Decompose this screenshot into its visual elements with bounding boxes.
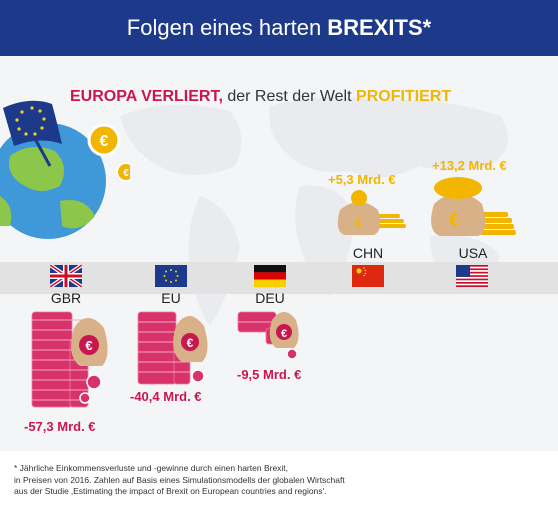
usa-label: USA bbox=[458, 245, 488, 261]
svg-text:€: € bbox=[85, 338, 92, 353]
chn-money-bag-icon: € bbox=[337, 190, 406, 235]
chn-value: +5,3 Mrd. € bbox=[328, 172, 396, 187]
deu-coin-stack-icon: € bbox=[237, 311, 299, 360]
deu-value: -9,5 Mrd. € bbox=[237, 367, 302, 382]
eu-flag-icon bbox=[3, 100, 62, 167]
svg-text:€: € bbox=[100, 133, 109, 150]
subtitle-gain: PROFITIERT bbox=[356, 88, 452, 105]
subtitle-middle: der Rest der Welt bbox=[227, 88, 352, 105]
chn-label: CHN bbox=[352, 245, 384, 261]
germany-flag-icon bbox=[254, 265, 286, 287]
footnote-line-3: aus der Studie ‚Estimating the impact of… bbox=[14, 486, 327, 496]
globe-icon bbox=[0, 123, 106, 239]
gbr-coin-stack-icon: € bbox=[31, 311, 108, 408]
subtitle: EUROPA VERLIERT, der Rest der Welt PROFI… bbox=[70, 88, 451, 106]
gbr-label: GBR bbox=[50, 290, 82, 306]
deu-label: DEU bbox=[255, 290, 285, 306]
euro-coin-icon: € € bbox=[87, 123, 130, 182]
svg-text:€: € bbox=[449, 210, 459, 230]
eu-flag-small-icon bbox=[155, 265, 187, 287]
usa-flag-icon bbox=[456, 265, 488, 287]
footnote-line-2: in Preisen von 2016. Zahlen auf Basis ei… bbox=[14, 474, 345, 485]
eu-value: -40,4 Mrd. € bbox=[130, 389, 202, 404]
footnote-line-1: * Jährliche Einkommensverluste und -gewi… bbox=[14, 463, 289, 473]
svg-text:€: € bbox=[123, 168, 129, 179]
usa-value: +13,2 Mrd. € bbox=[432, 158, 507, 173]
page-header: Folgen eines harten BREXITS* bbox=[0, 0, 558, 56]
gbr-value: -57,3 Mrd. € bbox=[24, 419, 96, 434]
globe-illustration: € € bbox=[0, 100, 130, 239]
svg-text:€: € bbox=[281, 328, 287, 340]
eu-coin-stack-icon: € bbox=[137, 311, 208, 385]
svg-text:€: € bbox=[187, 336, 194, 350]
footnote: * Jährliche Einkommensverluste und -gewi… bbox=[0, 451, 558, 513]
eu-label: EU bbox=[161, 290, 181, 306]
usa-money-bag-icon: € bbox=[431, 177, 516, 236]
footnote-text: * Jährliche Einkommensverluste und -gewi… bbox=[14, 463, 534, 498]
subtitle-loss: EUROPA VERLIERT, bbox=[70, 88, 223, 105]
header-title-regular: Folgen eines harten bbox=[126, 15, 322, 40]
svg-text:€: € bbox=[355, 215, 363, 231]
header-title-bold: BREXITS* bbox=[327, 15, 432, 40]
uk-flag-icon bbox=[50, 265, 82, 287]
china-flag-icon bbox=[352, 265, 384, 287]
